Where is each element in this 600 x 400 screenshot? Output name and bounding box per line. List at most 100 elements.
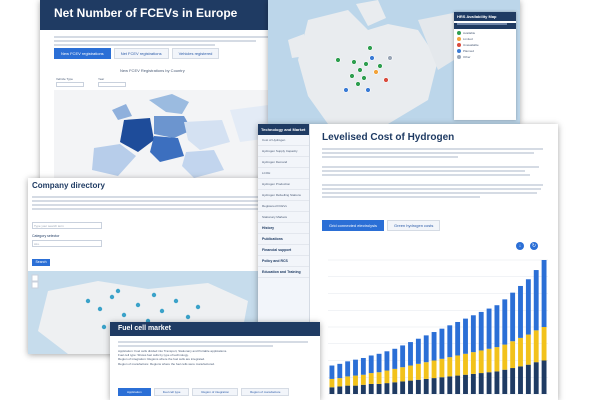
- tab-vehicles-registered[interactable]: Vehicles registered: [171, 48, 220, 59]
- station-marker[interactable]: [361, 75, 367, 81]
- bar-segment[interactable]: [494, 347, 500, 372]
- bar-segment[interactable]: [470, 373, 476, 394]
- station-marker[interactable]: [369, 55, 375, 61]
- company-marker[interactable]: [109, 294, 115, 300]
- company-marker[interactable]: [151, 292, 157, 298]
- bar-segment[interactable]: [486, 348, 492, 373]
- station-marker[interactable]: [351, 59, 357, 65]
- bar-segment[interactable]: [329, 378, 335, 388]
- sidebar-item-cost[interactable]: Cost of Hydrogen: [258, 135, 309, 146]
- bar-segment[interactable]: [329, 365, 335, 379]
- tab-green-hydrogen[interactable]: Green hydrogen costs: [387, 220, 441, 231]
- company-search-input[interactable]: Type your search term: [32, 222, 102, 229]
- bar-segment[interactable]: [415, 338, 421, 364]
- bar-segment[interactable]: [423, 378, 429, 394]
- bar-segment[interactable]: [392, 382, 398, 394]
- sidebar-item-supply[interactable]: Hydrogen Supply Capacity: [258, 146, 309, 157]
- download-icon[interactable]: ↓: [516, 242, 524, 250]
- station-marker[interactable]: [357, 67, 363, 73]
- bar-segment[interactable]: [384, 383, 390, 394]
- bar-segment[interactable]: [376, 372, 382, 384]
- company-marker[interactable]: [135, 302, 141, 308]
- bar-segment[interactable]: [494, 305, 500, 348]
- legend-unavailable[interactable]: Unavailable: [454, 41, 516, 47]
- tab-grid-connected[interactable]: Grid connected electrolysis: [322, 220, 385, 231]
- tab-net-fcev[interactable]: Net FCEV registrations: [113, 48, 169, 59]
- bar-segment[interactable]: [376, 353, 382, 373]
- bar-segment[interactable]: [345, 361, 351, 377]
- sidebar-item-production[interactable]: Hydrogen Production: [258, 179, 309, 190]
- bar-segment[interactable]: [368, 355, 374, 374]
- company-marker[interactable]: [97, 306, 103, 312]
- bar-segment[interactable]: [463, 374, 468, 394]
- bar-segment[interactable]: [439, 377, 445, 394]
- sidebar-item-demand[interactable]: Hydrogen Demand: [258, 157, 309, 168]
- tab-region-integration[interactable]: Region of integration: [192, 388, 239, 396]
- bar-segment[interactable]: [353, 359, 358, 376]
- station-marker[interactable]: [387, 55, 393, 61]
- bar-segment[interactable]: [541, 260, 547, 327]
- bar-segment[interactable]: [337, 363, 343, 379]
- bar-segment[interactable]: [463, 318, 468, 354]
- vehicle-type-select[interactable]: [56, 82, 84, 87]
- bar-segment[interactable]: [431, 378, 437, 394]
- bar-segment[interactable]: [455, 375, 461, 394]
- year-select[interactable]: [98, 82, 126, 87]
- sidebar-section-publications[interactable]: Publications: [258, 234, 309, 245]
- bar-segment[interactable]: [360, 384, 366, 394]
- bar-segment[interactable]: [478, 311, 484, 351]
- bar-segment[interactable]: [533, 362, 539, 394]
- bar-segment[interactable]: [408, 380, 413, 394]
- bar-segment[interactable]: [541, 360, 547, 395]
- bar-segment[interactable]: [392, 368, 398, 383]
- bar-segment[interactable]: [525, 334, 531, 365]
- company-marker[interactable]: [195, 304, 201, 310]
- legend-available[interactable]: Available: [454, 29, 516, 35]
- bar-segment[interactable]: [525, 364, 531, 394]
- bar-segment[interactable]: [360, 374, 366, 385]
- bar-segment[interactable]: [423, 362, 429, 379]
- sidebar-item-stationary[interactable]: Stationary Markets: [258, 212, 309, 223]
- bar-segment[interactable]: [486, 308, 492, 349]
- bar-segment[interactable]: [400, 367, 406, 382]
- bar-segment[interactable]: [376, 383, 382, 394]
- bar-segment[interactable]: [447, 357, 453, 377]
- legend-planned[interactable]: Planned: [454, 47, 516, 53]
- bar-segment[interactable]: [368, 383, 374, 394]
- bar-segment[interactable]: [533, 270, 539, 331]
- bar-segment[interactable]: [439, 358, 445, 378]
- bar-segment[interactable]: [470, 352, 476, 374]
- bar-segment[interactable]: [408, 365, 413, 381]
- tab-region-manufacture[interactable]: Region of manufacture: [241, 388, 290, 396]
- bar-segment[interactable]: [392, 348, 398, 369]
- category-select[interactable]: ALL: [32, 240, 102, 247]
- bar-segment[interactable]: [541, 327, 547, 361]
- sidebar-section-education[interactable]: Education and Training: [258, 267, 309, 278]
- share-icon[interactable]: ↻: [530, 242, 538, 250]
- bar-segment[interactable]: [478, 350, 484, 374]
- bar-segment[interactable]: [463, 353, 468, 375]
- tab-application[interactable]: Application: [118, 388, 151, 396]
- company-marker[interactable]: [159, 308, 165, 314]
- bar-segment[interactable]: [337, 386, 343, 394]
- bar-segment[interactable]: [384, 351, 390, 371]
- bar-segment[interactable]: [525, 279, 531, 335]
- sidebar-section-financial[interactable]: Financial support: [258, 245, 309, 256]
- company-marker[interactable]: [85, 298, 91, 304]
- sidebar-item-hrs[interactable]: Hydrogen Refuelling Stations: [258, 190, 309, 201]
- bar-segment[interactable]: [486, 372, 492, 394]
- sidebar-item-fcev[interactable]: Registered FCEVs: [258, 201, 309, 212]
- bar-segment[interactable]: [447, 376, 453, 394]
- station-marker[interactable]: [377, 63, 383, 69]
- bar-segment[interactable]: [455, 355, 461, 376]
- bar-segment[interactable]: [400, 345, 406, 368]
- bar-segment[interactable]: [337, 378, 343, 387]
- bar-segment[interactable]: [384, 370, 390, 384]
- bar-segment[interactable]: [353, 385, 358, 394]
- bar-segment[interactable]: [368, 373, 374, 384]
- bar-segment[interactable]: [518, 285, 523, 338]
- company-marker[interactable]: [185, 314, 191, 320]
- bar-segment[interactable]: [329, 387, 335, 394]
- hrs-station-markers[interactable]: [335, 45, 393, 93]
- bar-segment[interactable]: [431, 332, 437, 361]
